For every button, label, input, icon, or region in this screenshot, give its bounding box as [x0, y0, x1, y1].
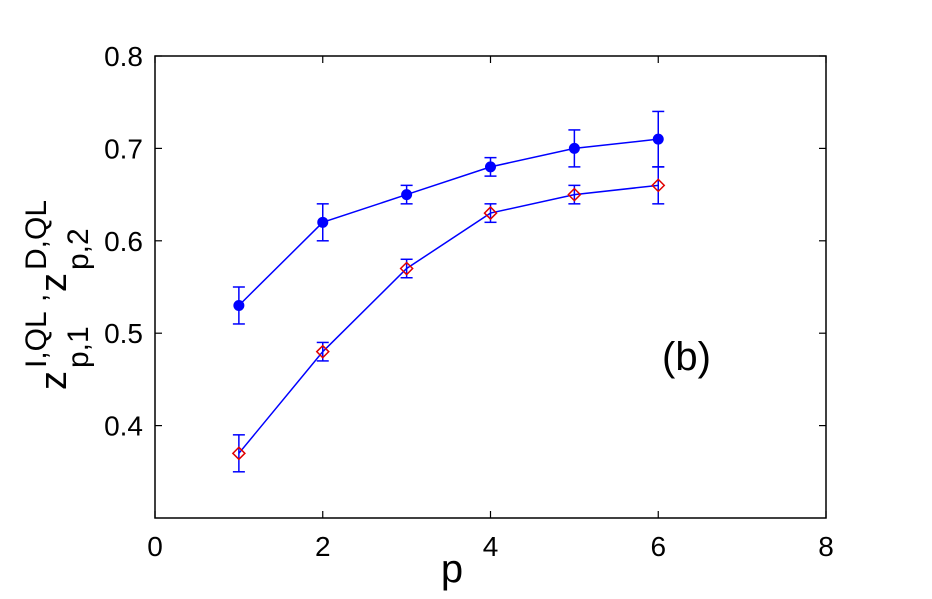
series-marks: [231, 110, 666, 473]
y-axis-label-sup2: D,QL: [20, 200, 53, 270]
plot-frame: [154, 55, 827, 519]
data-point: [399, 261, 414, 276]
data-point: [401, 189, 413, 201]
x-tick-label: 2: [315, 531, 331, 562]
x-tick-label: 0: [147, 531, 163, 562]
series-2: [231, 166, 666, 473]
x-axis-label: p: [441, 547, 463, 591]
x-tick-label: 8: [818, 531, 834, 562]
y-tick-label: 0.6: [104, 226, 143, 257]
x-tick-label: 6: [650, 531, 666, 562]
series-1: [232, 110, 665, 325]
y-tick-label: 0.8: [104, 41, 143, 72]
x-tick-label: 4: [483, 531, 499, 562]
y-tick-label: 0.7: [104, 133, 143, 164]
series-line: [238, 138, 659, 307]
data-point: [652, 133, 664, 145]
series-line: [238, 184, 659, 454]
data-point: [483, 206, 498, 221]
y-tick-label: 0.4: [104, 411, 143, 442]
data-point: [568, 142, 580, 154]
y-axis-label-z1: z: [33, 371, 75, 390]
y-axis-label-sub1: p,1: [62, 326, 95, 368]
data-point: [233, 299, 245, 311]
y-axis-label-comma: ,: [20, 294, 53, 302]
y-axis-label: z I,QL p,1 , z D,QL p,2: [20, 200, 95, 390]
data-point: [315, 344, 330, 359]
y-axis-label-sub2: p,2: [62, 228, 95, 270]
data-point: [231, 446, 246, 461]
panel-annotation: (b): [662, 335, 711, 379]
axis-ticks: 0 2 4 6 8 0.4 0.5 0.6 0.7 0.8: [104, 41, 834, 562]
y-tick-label: 0.5: [104, 318, 143, 349]
data-point: [485, 161, 496, 173]
y-axis-label-sup1: I,QL: [20, 311, 53, 368]
data-point: [567, 187, 582, 202]
data-point: [651, 178, 666, 193]
data-point: [317, 216, 329, 228]
y-axis-label-z2: z: [33, 273, 75, 292]
